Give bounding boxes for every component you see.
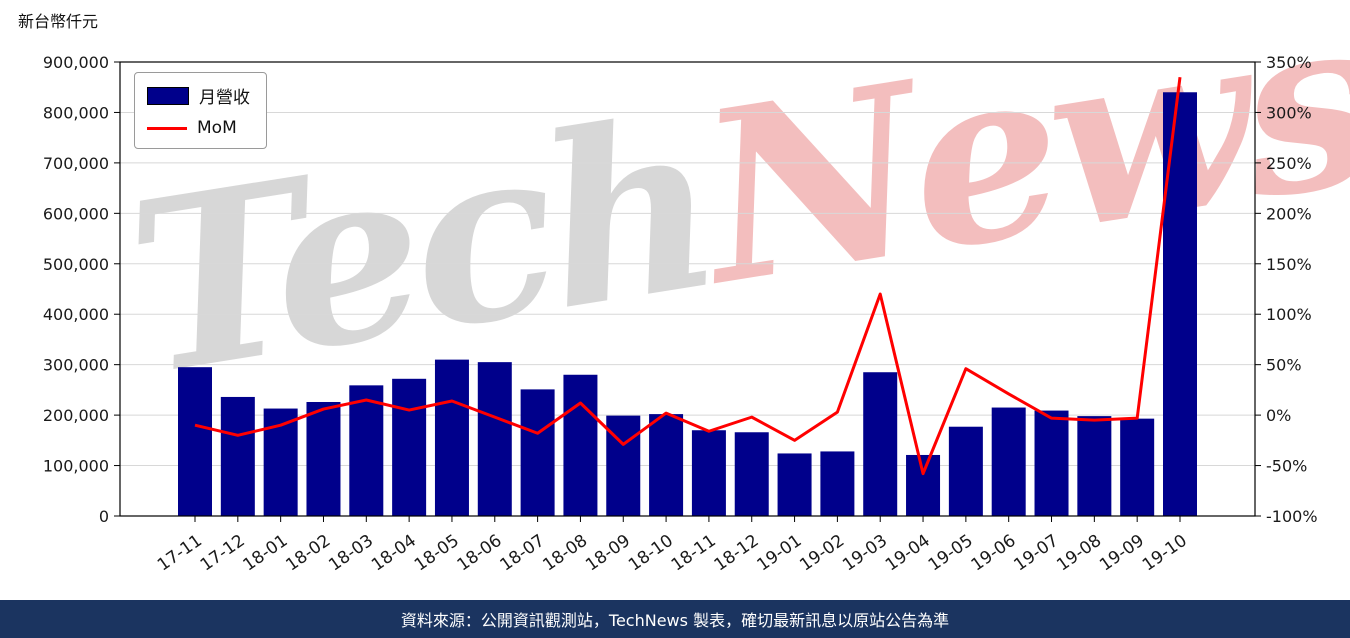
right-tick-label: 300% xyxy=(1266,103,1312,122)
right-tick-label: -50% xyxy=(1266,457,1307,476)
source-text: 資料來源：公開資訊觀測站，TechNews 製表，確切最新訊息以原站公告為準 xyxy=(400,611,950,630)
right-tick-label: 0% xyxy=(1266,406,1291,425)
right-tick-label: 200% xyxy=(1266,204,1312,223)
x-tick-label: 19-08 xyxy=(1053,531,1105,576)
left-tick-label: 100,000 xyxy=(43,457,109,476)
x-tick-label: 18-11 xyxy=(668,531,720,576)
bar-swatch xyxy=(147,86,189,105)
legend-item-mom: MoM xyxy=(147,118,250,138)
x-tick-label: 18-07 xyxy=(497,531,549,576)
bar-19-08 xyxy=(1077,416,1112,516)
left-tick-label: 500,000 xyxy=(43,255,109,274)
bar-17-11 xyxy=(178,367,212,516)
bar-18-10 xyxy=(649,414,684,516)
x-tick-label: 19-02 xyxy=(796,531,848,576)
x-tick-label: 18-12 xyxy=(711,531,763,576)
left-tick-label: 600,000 xyxy=(43,204,109,223)
legend-label-mom: MoM xyxy=(197,118,237,138)
bar-19-03 xyxy=(863,372,898,516)
x-tick-label: 18-05 xyxy=(411,531,463,576)
left-tick-label: 700,000 xyxy=(43,154,109,173)
bar-19-10 xyxy=(1163,92,1197,517)
bar-18-02 xyxy=(306,401,341,516)
x-tick-label: 19-04 xyxy=(882,531,934,576)
x-tick-label: 18-02 xyxy=(282,531,334,576)
x-tick-label: 19-01 xyxy=(753,531,805,576)
x-tick-label: 19-10 xyxy=(1139,531,1191,576)
x-tick-label: 18-08 xyxy=(539,531,591,576)
bar-17-12 xyxy=(220,396,255,516)
line-swatch xyxy=(147,126,187,130)
x-tick-label: 19-03 xyxy=(839,531,891,576)
bar-19-07 xyxy=(1034,410,1069,516)
x-tick-label: 18-04 xyxy=(368,531,420,576)
left-tick-label: 0 xyxy=(99,507,109,526)
bar-18-08 xyxy=(563,374,598,516)
bar-18-07 xyxy=(520,389,555,516)
legend-label-revenue: 月營收 xyxy=(199,88,250,108)
right-tick-label: -100% xyxy=(1266,507,1318,526)
bar-19-04 xyxy=(906,454,941,516)
source-footer: 資料來源：公開資訊觀測站，TechNews 製表，確切最新訊息以原站公告為準 xyxy=(0,600,1350,638)
bar-18-04 xyxy=(392,378,427,516)
right-tick-label: 250% xyxy=(1266,154,1312,173)
left-tick-label: 200,000 xyxy=(43,406,109,425)
plot-border xyxy=(119,61,1256,517)
x-tick-label: 18-01 xyxy=(240,531,292,576)
x-tick-label: 19-09 xyxy=(1096,531,1148,576)
right-tick-label: 350% xyxy=(1266,53,1312,72)
bar-18-12 xyxy=(734,432,769,516)
x-tick-label: 18-10 xyxy=(625,531,677,576)
revenue-chart: 0 100,000 200,000 300,000 400,000 500,000 600,… xyxy=(43,53,1318,576)
right-tick-label: 100% xyxy=(1266,305,1312,324)
bar-18-03 xyxy=(349,385,384,516)
x-tick-label: 17-12 xyxy=(197,531,249,576)
left-tick-label: 800,000 xyxy=(43,103,109,122)
chart-legend: 月營收 MoM xyxy=(134,72,267,149)
x-tick-label: 18-09 xyxy=(582,531,634,576)
bar-19-06 xyxy=(991,407,1026,516)
x-tick-label: 17-11 xyxy=(154,531,206,576)
left-axis-title: 新台幣仟元 xyxy=(18,12,99,31)
bar-19-02 xyxy=(820,451,855,516)
bar-18-05 xyxy=(434,359,469,516)
left-tick-label: 300,000 xyxy=(43,356,109,375)
x-tick-label: 19-05 xyxy=(925,531,977,576)
left-tick-label: 900,000 xyxy=(43,53,109,72)
bar-18-11 xyxy=(691,430,726,516)
bar-19-09 xyxy=(1120,418,1155,516)
legend-item-revenue: 月營收 xyxy=(147,83,250,108)
bar-18-09 xyxy=(606,415,641,516)
x-tick-label: 18-06 xyxy=(454,531,506,576)
bar-19-01 xyxy=(777,453,812,516)
right-tick-label: 50% xyxy=(1266,356,1302,375)
left-tick-label: 400,000 xyxy=(43,305,109,324)
bar-19-05 xyxy=(948,426,983,516)
mom-line xyxy=(194,76,1182,476)
right-tick-label: 150% xyxy=(1266,255,1312,274)
x-tick-label: 18-03 xyxy=(325,531,377,576)
bar-18-06 xyxy=(477,362,512,516)
x-tick-label: 19-06 xyxy=(968,531,1020,576)
x-tick-label: 19-07 xyxy=(1010,531,1062,576)
